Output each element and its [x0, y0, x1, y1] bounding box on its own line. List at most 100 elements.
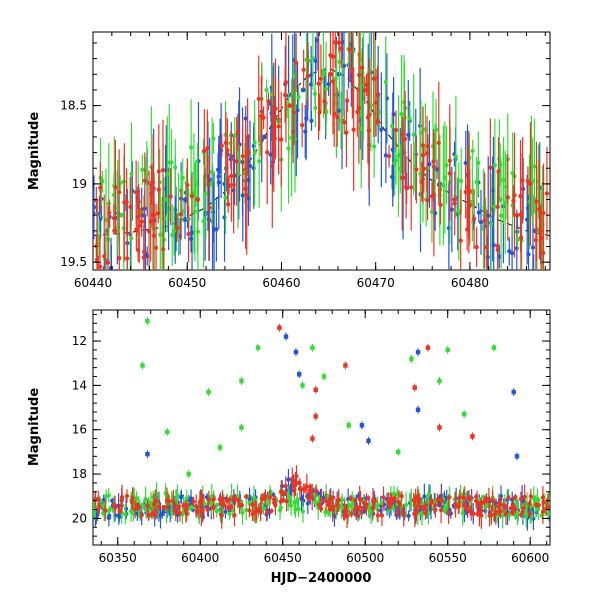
data-point: [336, 71, 342, 77]
data-point: [313, 105, 318, 111]
data-point: [161, 504, 167, 510]
data-point: [422, 494, 427, 499]
data-point: [530, 245, 536, 250]
data-point: [506, 495, 511, 500]
data-point: [108, 265, 114, 270]
data-point: [283, 483, 288, 489]
data-point: [349, 511, 354, 516]
data-point: [345, 98, 350, 103]
data-point: [140, 363, 145, 368]
data-point: [361, 500, 367, 506]
data-point: [482, 218, 487, 223]
data-point: [259, 496, 264, 501]
y-tick-label: 18: [72, 467, 87, 481]
data-point: [180, 209, 186, 214]
data-point: [416, 499, 421, 505]
data-point: [148, 219, 153, 224]
data-point: [300, 87, 306, 93]
data-point: [431, 159, 436, 164]
data-point: [195, 229, 201, 234]
data-point: [463, 189, 468, 195]
data-point: [144, 171, 149, 177]
data-point: [447, 158, 452, 163]
data-point: [223, 140, 228, 146]
data-point: [111, 215, 116, 221]
data-point: [188, 236, 194, 241]
data-point: [528, 494, 533, 499]
data-point: [515, 237, 520, 242]
data-point: [149, 511, 155, 516]
data-point: [484, 245, 489, 250]
data-point: [141, 249, 147, 254]
data-point: [453, 502, 458, 508]
data-point: [423, 511, 428, 516]
data-point: [495, 247, 500, 252]
data-point: [292, 489, 297, 494]
data-point: [93, 211, 96, 216]
data-point: [411, 498, 416, 503]
data-point: [318, 76, 324, 81]
data-point: [375, 503, 380, 508]
data-point: [336, 498, 341, 503]
data-point: [396, 449, 401, 455]
data-point: [437, 378, 442, 384]
data-point: [220, 496, 225, 501]
x-tick-label: 60500: [346, 551, 384, 565]
data-point: [419, 179, 424, 184]
data-point: [464, 506, 469, 512]
data-point: [262, 493, 267, 498]
data-point: [134, 227, 139, 232]
data-point: [239, 378, 244, 384]
data-point: [201, 219, 206, 224]
data-point: [94, 243, 99, 249]
data-point: [194, 504, 199, 509]
data-point: [336, 108, 342, 113]
data-point: [279, 137, 284, 142]
data-point: [510, 510, 515, 515]
data-point: [117, 190, 122, 195]
data-point: [456, 504, 462, 509]
data-point: [200, 508, 205, 513]
data-point: [185, 182, 190, 188]
data-point: [460, 511, 465, 516]
data-point: [313, 414, 318, 419]
data-point: [240, 154, 245, 159]
data-point: [128, 204, 133, 210]
data-point: [316, 81, 321, 86]
data-point: [364, 82, 369, 87]
data-point: [269, 508, 274, 514]
data-point: [310, 56, 316, 61]
data-point: [287, 103, 293, 108]
data-point: [264, 87, 269, 93]
data-point: [342, 120, 347, 125]
data-point: [300, 509, 306, 514]
data-point: [525, 217, 530, 222]
data-point: [518, 512, 524, 517]
data-point: [103, 508, 108, 513]
data-point: [532, 269, 535, 270]
data-point: [479, 508, 484, 514]
data-point: [532, 164, 537, 169]
data-point: [323, 510, 328, 515]
data-point: [360, 65, 365, 70]
data-point: [97, 264, 103, 269]
data-point: [511, 389, 516, 395]
data-point: [514, 212, 520, 218]
data-point: [153, 498, 158, 504]
data-point: [173, 510, 178, 515]
data-point: [209, 501, 214, 506]
data-point: [468, 496, 473, 501]
data-point: [321, 374, 327, 379]
data-point: [173, 165, 178, 170]
data-point: [510, 171, 515, 176]
data-point: [358, 497, 363, 502]
data-point: [492, 163, 497, 168]
data-point: [216, 180, 221, 185]
data-point: [214, 227, 219, 232]
data-point: [496, 504, 501, 509]
x-tick-label: 60480: [451, 276, 489, 290]
data-point: [136, 199, 141, 204]
data-point: [525, 179, 530, 184]
data-point: [326, 82, 331, 87]
data-point: [354, 504, 360, 510]
